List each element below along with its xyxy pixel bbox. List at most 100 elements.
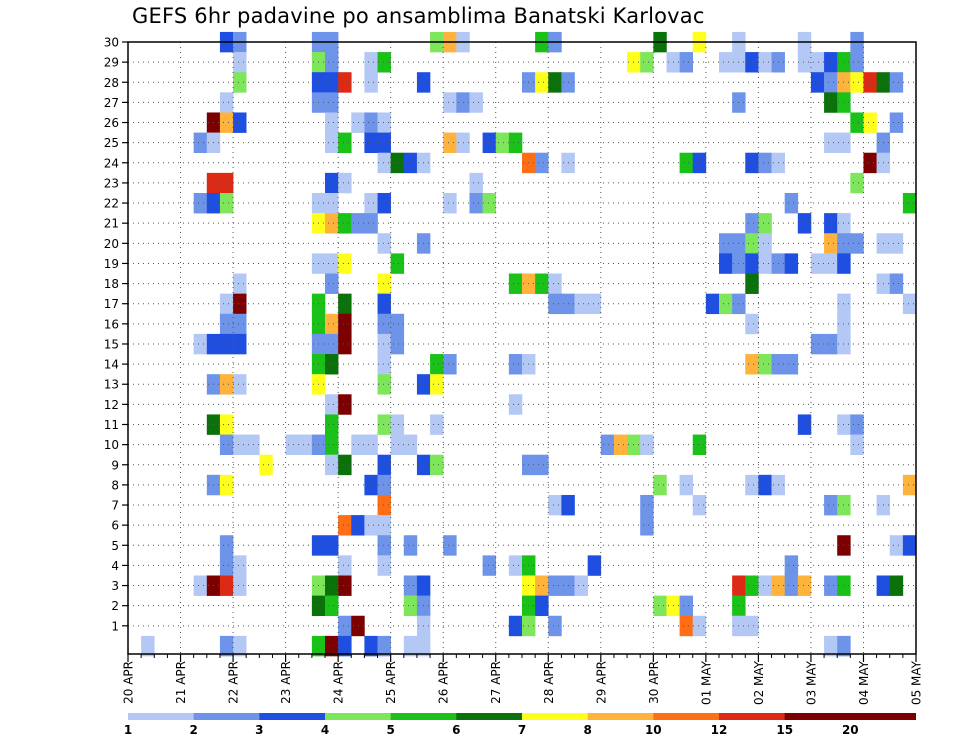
- heatmap-cell: [403, 434, 418, 455]
- x-tick-label: 04 MAY: [857, 660, 871, 705]
- heatmap-cell: [837, 635, 851, 657]
- heatmap-cell: [469, 172, 483, 194]
- heatmap-cell: [889, 233, 904, 254]
- heatmap-cell: [219, 555, 234, 576]
- x-tick-label: 24 APR: [332, 661, 346, 704]
- heatmap-cell: [745, 615, 759, 637]
- heatmap-cell: [325, 575, 339, 596]
- colorbar-label: 5: [387, 723, 395, 737]
- heatmap-cell: [364, 132, 378, 154]
- heatmap-cell: [390, 313, 405, 335]
- heatmap-cell: [469, 192, 483, 214]
- heatmap-cell: [364, 192, 378, 214]
- colorbar-swatch: [456, 713, 523, 720]
- heatmap-cell: [351, 615, 365, 637]
- colorbar-swatch: [193, 713, 260, 720]
- heatmap-cell: [902, 474, 917, 496]
- heatmap-cell: [719, 253, 733, 274]
- heatmap-cell: [758, 213, 772, 234]
- heatmap-cell: [390, 333, 405, 355]
- heatmap-cell: [810, 52, 825, 73]
- heatmap-cell: [535, 595, 549, 617]
- heatmap-cells: [141, 31, 917, 657]
- heatmap-cell: [403, 635, 418, 657]
- heatmap-cell: [719, 293, 733, 315]
- heatmap-cell: [797, 52, 812, 73]
- heatmap-cell: [219, 575, 234, 596]
- heatmap-cell: [325, 92, 339, 113]
- heatmap-cell: [351, 434, 365, 455]
- heatmap-cell: [325, 333, 339, 355]
- colorbar-swatch: [128, 713, 195, 720]
- y-tick-label: 24: [104, 156, 119, 170]
- colorbar-label: 4: [321, 723, 329, 737]
- heatmap-cell: [548, 273, 562, 294]
- heatmap-cell: [745, 354, 759, 375]
- heatmap-cell: [364, 213, 378, 234]
- y-tick-label: 27: [104, 96, 119, 110]
- heatmap-cell: [377, 333, 391, 355]
- colorbar-swatch: [784, 713, 851, 720]
- heatmap-cell: [719, 233, 733, 254]
- heatmap-cell: [298, 434, 313, 455]
- heatmap-cell: [548, 494, 562, 516]
- heatmap-cell: [193, 575, 208, 596]
- colorbar-label: 8: [584, 723, 592, 737]
- heatmap-cell: [219, 434, 234, 455]
- heatmap-cell: [692, 434, 707, 455]
- y-tick-label: 4: [111, 559, 119, 573]
- heatmap-cell: [824, 575, 838, 596]
- colorbar-swatch: [259, 713, 326, 720]
- heatmap-cell: [338, 172, 352, 194]
- heatmap-cell: [325, 434, 339, 455]
- heatmap-cell: [325, 213, 339, 234]
- heatmap-cell: [364, 515, 378, 536]
- y-tick-label: 25: [104, 136, 119, 150]
- heatmap-cell: [325, 72, 339, 93]
- colorbar-swatch: [653, 713, 720, 720]
- heatmap-cell: [233, 575, 247, 596]
- heatmap-cell: [745, 233, 759, 254]
- heatmap-cell: [889, 575, 904, 596]
- heatmap-cell: [535, 454, 549, 476]
- heatmap-cell: [325, 595, 339, 617]
- heatmap-cell: [377, 233, 391, 254]
- heatmap-cell: [219, 172, 234, 194]
- x-tick-label: 23 APR: [279, 661, 293, 704]
- heatmap-cell: [325, 354, 339, 375]
- heatmap-cell: [193, 132, 208, 154]
- heatmap-cell: [416, 635, 431, 657]
- heatmap-cell: [784, 253, 799, 274]
- heatmap-cell: [390, 414, 405, 435]
- y-tick-label: 11: [104, 418, 119, 432]
- y-tick-label: 9: [111, 458, 119, 472]
- heatmap-cell: [863, 72, 877, 93]
- x-tick-label: 29 APR: [594, 661, 608, 704]
- heatmap-cell: [377, 635, 391, 657]
- colorbar-label: 6: [452, 723, 460, 737]
- colorbar-label: 7: [518, 723, 526, 737]
- heatmap-cell: [902, 293, 917, 315]
- colorbar-label: 12: [711, 723, 728, 737]
- heatmap-cell: [377, 454, 391, 476]
- heatmap-cell: [377, 474, 391, 496]
- heatmap-cell: [219, 293, 234, 315]
- colorbar-swatch: [390, 713, 457, 720]
- heatmap-cell: [390, 253, 405, 274]
- heatmap-cell: [325, 192, 339, 214]
- heatmap-cell: [482, 555, 497, 576]
- heatmap-cell: [889, 72, 904, 93]
- heatmap-cell: [758, 575, 772, 596]
- heatmap-cell: [338, 132, 352, 154]
- heatmap-cell: [850, 414, 864, 435]
- heatmap-cell: [784, 575, 799, 596]
- heatmap-cell: [692, 615, 707, 637]
- heatmap-cell: [311, 635, 326, 657]
- y-tick-label: 8: [111, 478, 119, 492]
- heatmap-cell: [338, 313, 352, 335]
- heatmap-cell: [325, 132, 339, 154]
- y-tick-label: 30: [104, 36, 119, 50]
- heatmap-cell: [403, 535, 418, 556]
- heatmap-cell: [233, 313, 247, 335]
- heatmap-cell: [745, 152, 759, 174]
